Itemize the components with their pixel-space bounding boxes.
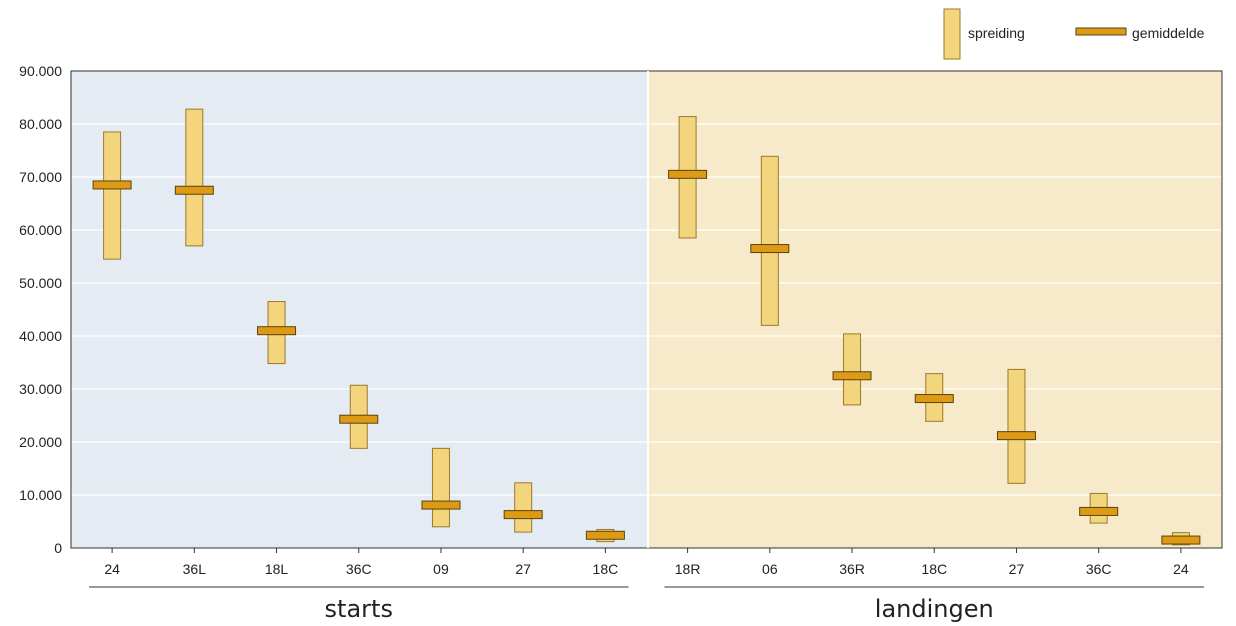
mean-marker <box>832 371 872 381</box>
mean-marker <box>92 180 132 190</box>
gridlines <box>71 123 1222 496</box>
x-category-label: 27 <box>1009 561 1025 577</box>
x-category-label: 18R <box>675 561 701 577</box>
x-category-label: 18L <box>265 561 289 577</box>
x-category-label: 09 <box>433 561 449 577</box>
x-category-label: 36R <box>839 561 865 577</box>
x-category-label: 27 <box>515 561 531 577</box>
mean-marker <box>914 394 954 404</box>
mean-marker <box>1161 535 1201 545</box>
y-tick-label: 70.000 <box>19 169 62 185</box>
mean-marker <box>174 185 214 195</box>
range-bar <box>1007 368 1026 484</box>
group-background-1 <box>649 71 1222 548</box>
x-category-label: 06 <box>762 561 778 577</box>
data-marks <box>92 108 1201 546</box>
group-background-0 <box>71 71 647 548</box>
mean-marker <box>1079 506 1119 516</box>
legend-range-swatch <box>943 8 961 60</box>
group-label: landingen <box>875 595 994 623</box>
y-tick-label: 40.000 <box>19 328 62 344</box>
x-category-label: 36C <box>346 561 372 577</box>
x-axis: 24 36L 18L 36C 09 27 18C starts 18R 06 36R 18C 27 36C… <box>89 548 1204 623</box>
y-tick-label: 90.000 <box>19 63 62 79</box>
mean-marker <box>750 244 790 254</box>
mean-marker <box>585 530 625 540</box>
y-tick-label: 60.000 <box>19 222 62 238</box>
x-category-label: 36C <box>1086 561 1112 577</box>
range-bar <box>843 333 862 406</box>
group-label: starts <box>325 595 393 623</box>
legend-range-label: spreiding <box>968 25 1025 41</box>
y-tick-label: 30.000 <box>19 381 62 397</box>
y-axis: 0 10.000 20.000 30.000 40.000 50.000 60.000 70.… <box>19 63 62 556</box>
x-category-label: 24 <box>1173 561 1189 577</box>
legend: spreiding gemiddelde <box>943 8 1205 60</box>
group-backgrounds <box>71 71 1222 548</box>
mean-marker <box>668 169 708 179</box>
y-tick-label: 20.000 <box>19 434 62 450</box>
legend-mean-swatch <box>1075 27 1127 36</box>
mean-marker <box>257 326 297 336</box>
mean-marker <box>996 431 1036 441</box>
range-bar <box>431 447 450 528</box>
y-tick-label: 10.000 <box>19 487 62 503</box>
mean-marker <box>421 500 461 510</box>
plot-border <box>70 70 1223 549</box>
x-category-label: 24 <box>104 561 120 577</box>
x-category-label: 36L <box>183 561 207 577</box>
y-tick-label: 50.000 <box>19 275 62 291</box>
range-bar <box>103 131 122 260</box>
range-bar <box>760 155 779 326</box>
legend-mean-label: gemiddelde <box>1132 25 1205 41</box>
x-category-label: 18C <box>921 561 947 577</box>
mean-marker <box>503 510 543 520</box>
y-tick-label: 0 <box>54 540 62 556</box>
y-tick-label: 80.000 <box>19 116 62 132</box>
range-bar <box>514 482 533 533</box>
mean-marker <box>339 414 379 424</box>
range-bar <box>185 108 204 247</box>
plot-frame <box>70 70 1223 549</box>
x-category-label: 18C <box>593 561 619 577</box>
